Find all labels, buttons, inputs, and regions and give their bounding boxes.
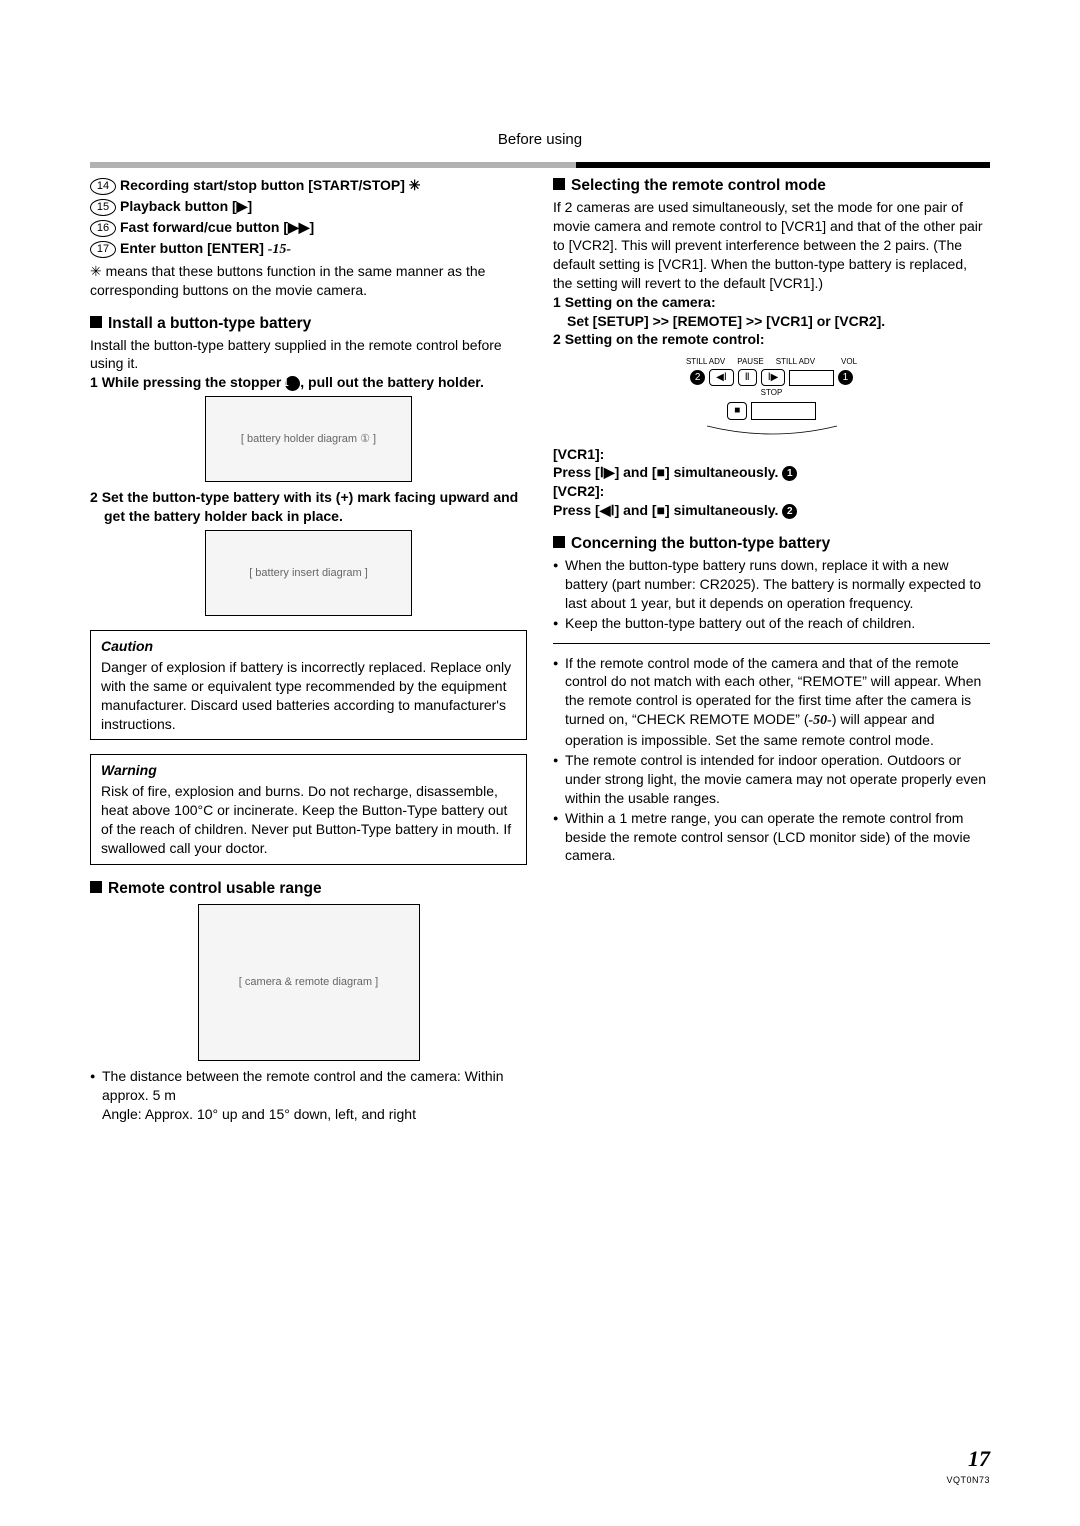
notes-list: If the remote control mode of the camera…: [553, 654, 990, 866]
item-17: 17Enter button [ENTER] -15-: [90, 239, 527, 260]
right-column: Selecting the remote control mode If 2 c…: [553, 176, 990, 1129]
step-1: 1 While pressing the stopper 1, pull out…: [90, 373, 527, 392]
top-bar: [90, 162, 990, 168]
setting-remote: 2 Setting on the remote control:: [553, 330, 990, 349]
battery-figure-1: [ battery holder diagram ① ]: [205, 396, 412, 482]
doc-id: VQT0N73: [946, 1474, 990, 1486]
note-bullet-2: The remote control is intended for indoo…: [553, 751, 990, 808]
left-column: 14Recording start/stop button [START/STO…: [90, 176, 527, 1129]
footer: 17 VQT0N73: [946, 1444, 990, 1486]
page-number: 17: [946, 1444, 990, 1474]
caution-box: Caution Danger of explosion if battery i…: [90, 630, 527, 740]
note-bullet-1: If the remote control mode of the camera…: [553, 654, 990, 750]
mode-paragraph: If 2 cameras are used simultaneously, se…: [553, 198, 990, 292]
step-2: 2 Set the button-type battery with its (…: [90, 488, 527, 526]
install-paragraph: Install the button-type battery supplied…: [90, 336, 527, 374]
item-16: 16Fast forward/cue button [▶▶]: [90, 218, 527, 237]
battery-figure-2: [ battery insert diagram ]: [205, 530, 412, 616]
battery-bullet-1: When the button-type battery runs down, …: [553, 556, 990, 613]
battery-bullet-2: Keep the button-type battery out of the …: [553, 614, 990, 633]
warning-box: Warning Risk of fire, explosion and burn…: [90, 754, 527, 864]
battery-heading: Concerning the button-type battery: [553, 534, 990, 555]
vcr1-label: [VCR1]:: [553, 445, 990, 464]
range-heading: Remote control usable range: [90, 879, 527, 900]
camera-figure: [ camera & remote diagram ]: [198, 904, 420, 1061]
divider-line: [553, 643, 990, 644]
battery-list: When the button-type battery runs down, …: [553, 556, 990, 633]
vcr2-instruction: Press [◀Ⅰ] and [■] simultaneously. 2: [553, 501, 990, 520]
setting-camera: 1 Setting on the camera: Set [SETUP] >> …: [553, 293, 990, 331]
note-bullet-3: Within a 1 metre range, you can operate …: [553, 809, 990, 866]
range-bullet: The distance between the remote control …: [90, 1067, 527, 1124]
vcr2-label: [VCR2]:: [553, 482, 990, 501]
remote-diagram: STILL ADV PAUSE STILL ADV VOL 2 ◀Ⅰ Ⅱ Ⅰ▶ …: [553, 357, 990, 442]
range-list: The distance between the remote control …: [90, 1067, 527, 1124]
asterisk-note: ✳ means that these buttons function in t…: [90, 262, 527, 300]
install-heading: Install a button-type battery: [90, 314, 527, 335]
item-14: 14Recording start/stop button [START/STO…: [90, 176, 527, 195]
item-15: 15Playback button [▶]: [90, 197, 527, 216]
header-label: Before using: [90, 130, 990, 150]
vcr1-instruction: Press [Ⅰ▶] and [■] simultaneously. 1: [553, 463, 990, 482]
mode-heading: Selecting the remote control mode: [553, 176, 990, 197]
